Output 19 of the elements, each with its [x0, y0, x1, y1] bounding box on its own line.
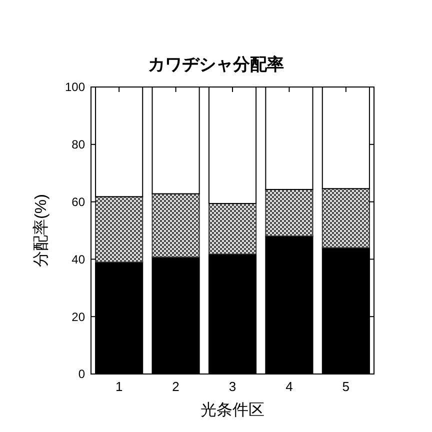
x-tick-label: 1 [115, 379, 123, 394]
bar [152, 193, 200, 258]
x-axis-title: 光条件区 [200, 401, 264, 419]
x-tick-label: 5 [342, 379, 350, 394]
bar [208, 203, 257, 255]
bar [322, 188, 370, 248]
x-tick-label: 2 [172, 379, 180, 394]
x-tick-label: 3 [228, 379, 236, 394]
y-tick-label: 100 [64, 80, 86, 94]
y-tick-label: 20 [72, 310, 86, 324]
y-tick-label: 0 [78, 367, 86, 382]
bar [265, 188, 314, 236]
y-axis-title: 分配率(%) [32, 194, 50, 267]
y-tick-label: 80 [72, 138, 86, 152]
x-tick-label: 4 [286, 379, 293, 394]
y-tick-label: 60 [72, 195, 86, 209]
bar [95, 196, 144, 263]
chart-title: カワヂシャ分配率 [148, 55, 284, 74]
y-tick-label: 40 [72, 252, 86, 266]
